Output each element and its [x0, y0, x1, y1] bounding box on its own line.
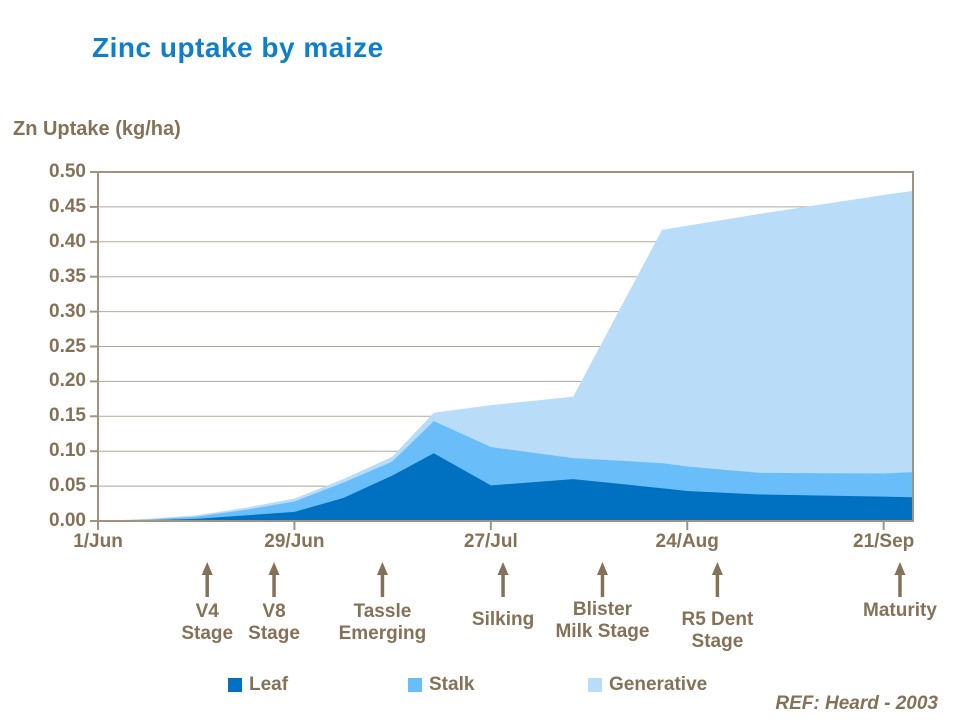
y-tick-label: 0.05 — [49, 475, 86, 497]
y-tick-label: 0.00 — [49, 510, 86, 531]
stage-arrowhead-icon — [497, 562, 509, 575]
legend-label: Stalk — [429, 674, 475, 695]
area-leaf — [98, 453, 913, 521]
stage-label: Silking — [428, 609, 578, 631]
legend-item-generative: Generative — [588, 674, 708, 695]
stage-label-line: Stage — [181, 623, 234, 644]
stage-label: Maturity — [825, 600, 960, 622]
legend-item-leaf: Leaf — [228, 674, 289, 695]
y-tick-label: 0.50 — [49, 161, 86, 182]
x-tick-label: 29/Jun — [264, 531, 325, 552]
stage-arrowhead-icon — [201, 562, 213, 575]
stage-arrowhead-icon — [894, 562, 906, 575]
stage-label-line: V4 — [195, 601, 219, 622]
legend-label: Leaf — [249, 674, 289, 695]
legend-swatch-icon — [588, 678, 602, 692]
reference-citation: REF: Heard - 2003 — [775, 693, 938, 714]
y-tick-label: 0.30 — [49, 300, 86, 322]
legend-swatch-icon — [408, 678, 422, 692]
stage-label-line: Emerging — [338, 623, 427, 644]
stage-label-line: Silking — [471, 609, 535, 630]
stage-label: Tassle Emerging — [307, 601, 457, 645]
stage-label-line: Maturity — [863, 600, 937, 621]
stage-label-line: V8 — [262, 601, 286, 622]
stage-arrowhead-icon — [596, 562, 608, 575]
y-tick-label: 0.45 — [49, 195, 86, 217]
x-tick-label: 1/Jun — [73, 531, 123, 552]
y-axis-title: Zn Uptake (kg/ha) — [13, 118, 181, 140]
chart-title: Zinc uptake by maize — [92, 32, 384, 63]
x-tick-label: 24/Aug — [655, 531, 719, 552]
stage-label-line: Blister — [572, 599, 633, 620]
area-generative — [98, 190, 913, 521]
stage-label-line: Stage — [691, 631, 744, 652]
stage-arrowhead-icon — [711, 562, 723, 575]
stage-label: R5 Dent Stage — [642, 609, 792, 653]
y-tick-label: 0.35 — [49, 265, 86, 287]
y-tick-label: 0.40 — [49, 230, 86, 252]
legend-swatch-icon — [228, 678, 242, 692]
x-tick-label: 21/Sep — [853, 531, 915, 552]
y-tick-label: 0.10 — [49, 440, 86, 462]
legend-label: Generative — [609, 674, 708, 695]
y-tick-label: 0.25 — [49, 335, 86, 357]
stage-arrowhead-icon — [268, 562, 280, 575]
y-tick-label: 0.15 — [49, 405, 86, 427]
stage-label: V4 Stage — [132, 601, 282, 645]
y-tick-label: 0.20 — [49, 370, 86, 392]
stage-label-line: Tassle — [353, 601, 412, 622]
x-tick-label: 27/Jul — [463, 531, 518, 552]
legend-item-stalk: Stalk — [408, 674, 475, 695]
stage-label-line: Milk Stage — [555, 621, 650, 642]
stage-label-line: Stage — [248, 623, 300, 644]
stage-label: V8 Stage — [199, 601, 349, 645]
stage-label: Blister Milk Stage — [527, 599, 677, 643]
stage-arrowhead-icon — [376, 562, 388, 575]
stage-label-line: R5 Dent — [681, 609, 754, 630]
